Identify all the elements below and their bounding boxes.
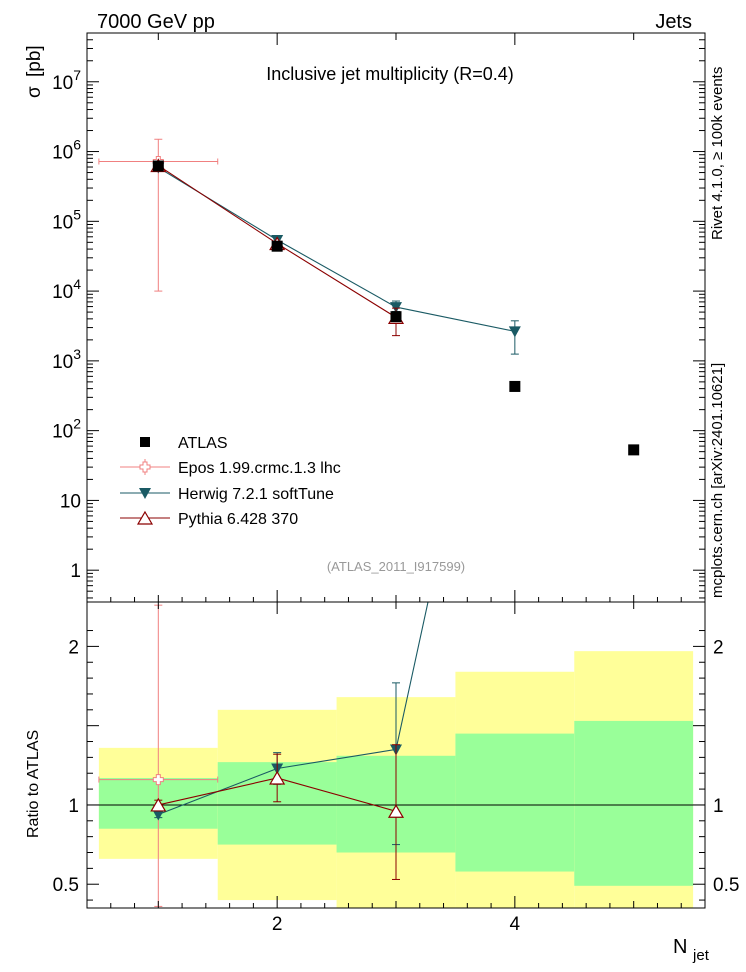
band-inner-3 [455,733,575,872]
ratio-point-epos-0 [152,774,164,786]
ytick-exponent: 2 [73,416,81,432]
chart-title: Inclusive jet multiplicity (R=0.4) [266,64,514,84]
legend-label-epos: Epos 1.99.crmc.1.3 lhc [178,460,341,477]
legend-marker-epos [139,461,151,473]
legend-label-herwig: Herwig 7.2.1 softTune [178,486,334,503]
legend-marker-herwig [139,488,151,499]
ytick-base: 10 [52,352,73,373]
main-ytick-label-1: 10 [60,491,81,512]
collision-label: 7000 GeV pp [97,11,215,33]
main-point-atlas-1 [271,240,283,252]
legend: ATLAS Epos 1.99.crmc.1.3 lhc Herwig 7.2.… [120,435,341,528]
main-line-herwig [158,167,515,332]
main-ytick-label-3: 103 [52,346,81,373]
main-point-herwig-2 [390,302,402,314]
ratio-point-pythia-2 [387,804,405,818]
main-ytick-label-5: 105 [52,206,81,233]
svg-text:σ [pb]: σ [pb] [24,45,45,98]
ytick-base: 1 [70,561,81,582]
ratio-point-pythia-0 [150,797,167,812]
ratio-panel [87,602,705,907]
ytick-base: 10 [52,422,73,443]
legend-label-atlas: ATLAS [178,435,228,452]
ytick-exponent: 3 [73,346,81,362]
ratio-ytick-label-right-2: 2 [713,637,724,658]
ytick-exponent: 6 [73,137,81,153]
xlabel: N jet [673,936,710,964]
main-point-atlas-0 [152,160,164,172]
legend-marker-pythia [136,510,154,525]
main-ytick-label-2: 102 [52,416,81,443]
ytick-base: 10 [52,143,73,164]
ylabel-symbol: σ [24,86,45,98]
mcplots-label: mcplots.cern.ch [arXiv:2401.10621] [709,363,726,598]
ytick-base: 10 [52,73,73,94]
ytick-exponent: 7 [73,67,81,83]
ylabel-unit: [pb] [24,45,45,77]
main-point-atlas-4 [628,444,640,456]
legend-marker-atlas [140,437,150,447]
main-panel [98,138,640,456]
main-point-atlas-3 [509,380,521,392]
ytick-base: 10 [52,282,73,303]
ytick-base: 10 [52,212,73,233]
band-inner-4 [574,720,694,886]
xtick-label-1: 4 [510,914,521,935]
xtick-label-0: 2 [272,914,283,935]
ratio-ytick-label-left-2: 2 [68,637,79,658]
ratio-point-pythia-1 [269,770,286,785]
ratio-ytick-label-right-1: 1 [713,796,724,817]
main-point-herwig-3 [508,326,521,338]
ratio-series-group [98,602,519,907]
category-label: Jets [655,11,692,33]
main-ytick-label-7: 107 [52,67,81,94]
ratio-point-herwig-0 [152,809,165,821]
main-ytick-label-0: 1 [70,561,81,582]
legend-label-pythia: Pythia 6.428 370 [178,511,298,528]
analysis-watermark: (ATLAS_2011_I917599) [327,559,465,574]
main-ytick-label-6: 106 [52,137,81,164]
ratio-ytick-label-right-0: 0.5 [713,875,739,896]
main-ytick-label-4: 104 [52,276,81,303]
ratio-ytick-label-left-0: 0.5 [53,875,79,896]
ytick-exponent: 4 [73,276,81,292]
ratio-ytick-label-left-1: 1 [68,796,79,817]
ytick-base: 10 [60,491,81,512]
xlabel-sub: jet [692,947,710,964]
main-point-atlas-2 [390,311,402,323]
main-ylabel: σ [pb] [24,45,45,98]
ratio-ylabel: Ratio to ATLAS [25,730,42,838]
xlabel-main: N [673,936,687,958]
rivet-version-label: Rivet 4.1.0, ≥ 100k events [709,67,726,240]
ytick-exponent: 5 [73,206,81,222]
